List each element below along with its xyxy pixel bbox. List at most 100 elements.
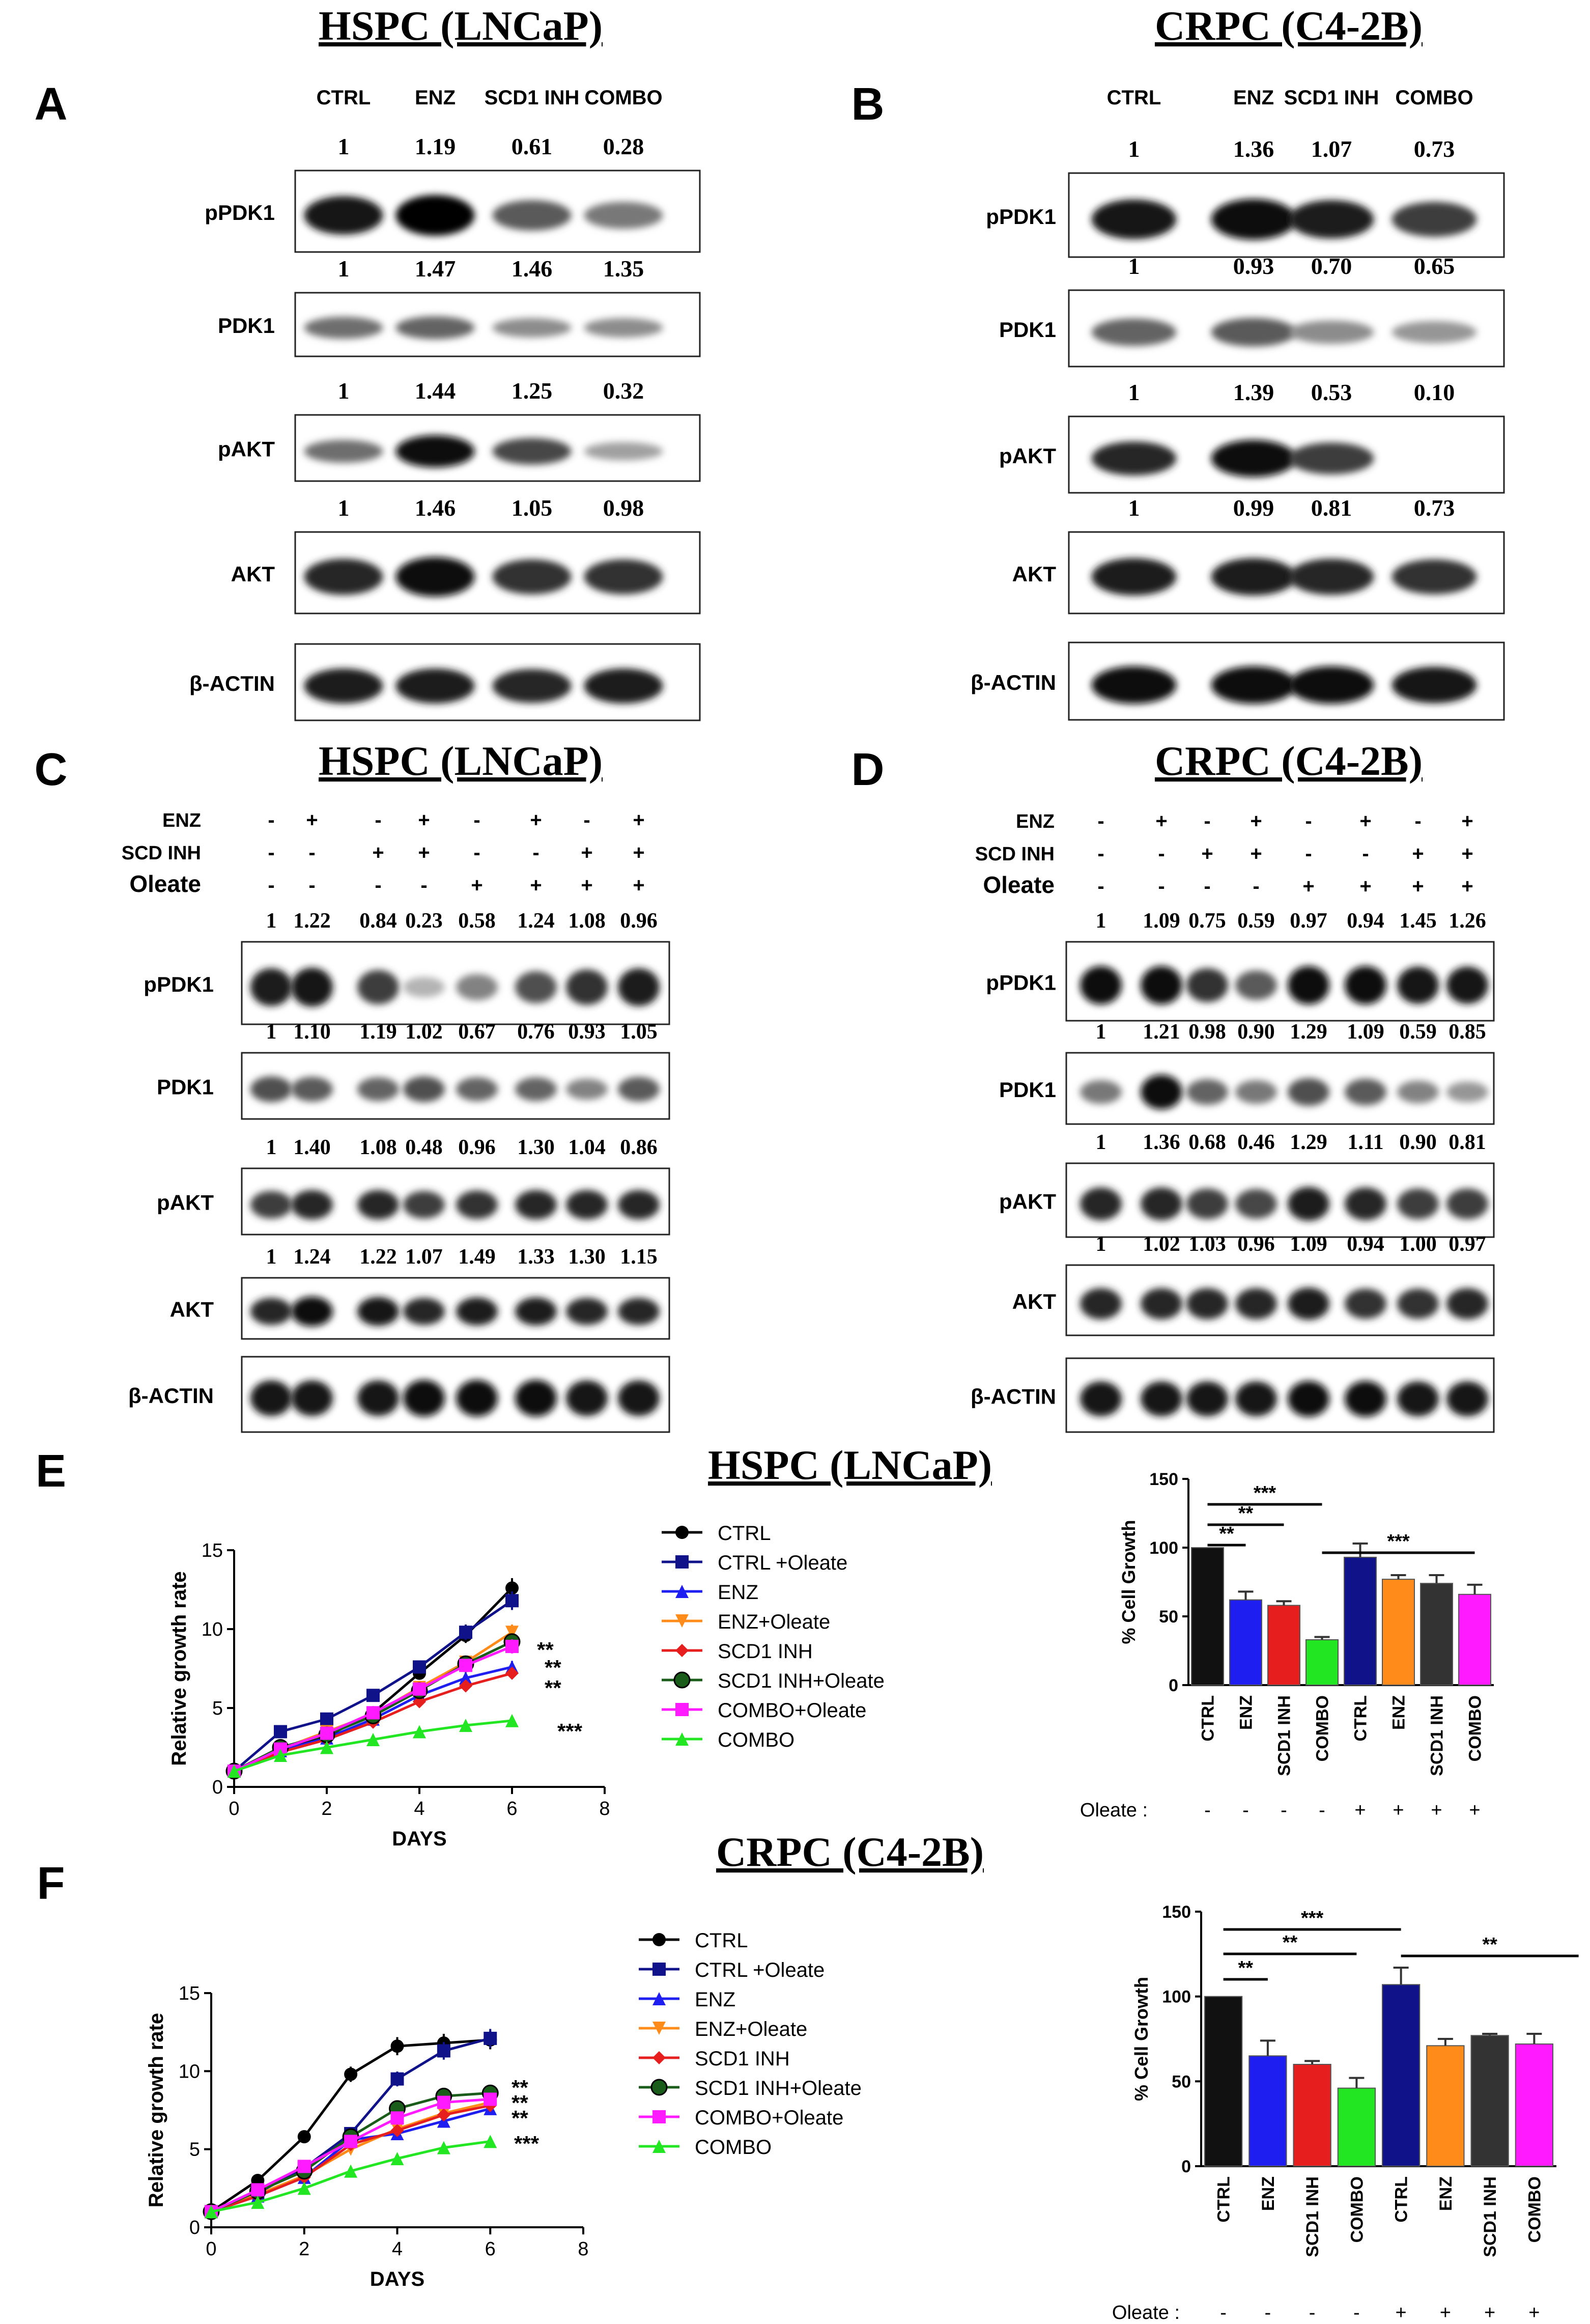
blot-band xyxy=(1446,1288,1488,1320)
condition-sign-C: + xyxy=(581,842,592,864)
panel-letter-D: D xyxy=(851,744,885,795)
blot-band xyxy=(1392,321,1477,344)
category-label: COMBO xyxy=(1347,2176,1367,2243)
data-point xyxy=(366,1706,380,1720)
category-label: COMBO xyxy=(1313,1695,1332,1761)
blot-band xyxy=(1397,966,1439,1004)
quant-value-D: 0.90 xyxy=(1237,1020,1275,1044)
significance-star: ** xyxy=(545,1656,561,1679)
blot-band xyxy=(1345,1381,1386,1417)
blot-label-B: pAKT xyxy=(999,444,1056,468)
bar xyxy=(1381,1984,1421,2167)
blot-band xyxy=(291,1077,333,1102)
quant-value-C: 1.15 xyxy=(620,1245,658,1269)
condition-sign-D: + xyxy=(1201,843,1213,865)
y-axis-label: Relative growth rate xyxy=(168,1571,190,1766)
data-point xyxy=(437,2095,450,2109)
quant-value-A: 1.46 xyxy=(512,256,553,282)
category-label: ENZ xyxy=(1436,2176,1456,2211)
quant-value-D: 1.36 xyxy=(1143,1131,1180,1154)
blot-label-A: PDK1 xyxy=(218,314,275,338)
blot-band xyxy=(1211,440,1296,477)
significance-star: *** xyxy=(1301,1908,1324,1929)
legend-entry: COMBO xyxy=(695,2136,772,2159)
blot-band xyxy=(584,668,663,704)
blot-band xyxy=(291,1380,333,1416)
oleate-label: Oleate : xyxy=(1112,2302,1180,2323)
x-tick-label: 8 xyxy=(578,2238,588,2260)
data-point xyxy=(344,2164,358,2178)
quant-value-D: 0.85 xyxy=(1449,1020,1486,1044)
blot-band xyxy=(357,1077,399,1101)
bar xyxy=(1305,1639,1339,1686)
blot-band xyxy=(1141,966,1182,1004)
blot-band xyxy=(357,1297,399,1326)
significance-star: ** xyxy=(512,2106,528,2130)
quant-value-D: 1.45 xyxy=(1399,909,1437,933)
blot-band xyxy=(515,1190,557,1220)
blot-band xyxy=(1397,1381,1439,1416)
data-point xyxy=(459,1679,472,1693)
blot-band xyxy=(304,558,383,595)
legend-entry: ENZ+Oleate xyxy=(718,1611,830,1633)
quant-value-C: 1.07 xyxy=(405,1245,443,1269)
blot-band xyxy=(1289,558,1374,595)
blot-band xyxy=(1288,1078,1329,1106)
data-point xyxy=(320,1741,333,1754)
bar-chart-F-bar: 0 50 100 150 % Cell Growth CTRL - ENZ - SCD1 INH -… xyxy=(1112,1902,1579,2323)
condition-sign-C: + xyxy=(530,809,542,831)
blot-band xyxy=(1141,1074,1182,1110)
quant-value-B: 1 xyxy=(1128,495,1140,521)
blot-band xyxy=(456,1190,498,1219)
data-point xyxy=(484,2031,497,2045)
blot-band xyxy=(291,967,333,1007)
blot-label-B: pPDK1 xyxy=(986,205,1056,229)
column-header-A: ENZ xyxy=(415,87,456,109)
quant-value-D: 1.00 xyxy=(1399,1233,1437,1256)
quant-value-C: 0.84 xyxy=(359,909,397,933)
y-axis-label: % Cell Growth xyxy=(1118,1520,1139,1644)
bar xyxy=(1293,2064,1331,2167)
quant-value-D: 1.11 xyxy=(1347,1131,1383,1154)
quant-value-A: 1.25 xyxy=(512,378,553,404)
blot-label-D: pPDK1 xyxy=(986,971,1056,995)
category-label: CTRL xyxy=(1199,1695,1218,1742)
condition-sign-C: - xyxy=(375,874,381,897)
x-tick-label: 0 xyxy=(229,1798,239,1819)
quant-value-D: 1 xyxy=(1096,909,1106,933)
column-header-B: ENZ xyxy=(1233,87,1274,109)
blot-band xyxy=(250,968,292,1006)
blot-band xyxy=(1446,966,1488,1004)
quant-value-B: 0.81 xyxy=(1311,495,1352,521)
data-point xyxy=(675,1614,689,1628)
y-tick-label: 15 xyxy=(179,1983,200,2004)
y-tick-label: 15 xyxy=(202,1540,223,1561)
y-tick-label: 10 xyxy=(179,2061,200,2082)
quant-value-A: 1.35 xyxy=(603,256,644,282)
quant-value-A: 0.28 xyxy=(603,133,644,159)
blot-band xyxy=(515,1297,557,1326)
category-label: CTRL xyxy=(1351,1695,1371,1742)
condition-sign-C: - xyxy=(375,809,381,831)
blot-band xyxy=(1211,199,1296,240)
condition-label-D: ENZ xyxy=(1016,811,1055,832)
blot-band xyxy=(618,968,660,1006)
condition-sign-C: + xyxy=(306,809,318,831)
quant-value-A: 1.19 xyxy=(415,133,456,159)
quant-value-B: 1.36 xyxy=(1233,136,1274,162)
blot-band xyxy=(492,669,572,703)
data-point xyxy=(390,2072,404,2086)
condition-sign-D: - xyxy=(1097,843,1104,865)
data-point xyxy=(390,2152,404,2166)
oleate-sign: + xyxy=(1469,1800,1480,1821)
blot-band xyxy=(1392,666,1477,704)
quant-value-D: 1 xyxy=(1096,1233,1106,1256)
quant-value-B: 1.07 xyxy=(1311,136,1352,162)
y-axis-label: % Cell Growth xyxy=(1131,1977,1152,2101)
condition-sign-D: + xyxy=(1461,810,1473,832)
blot-band xyxy=(403,1380,445,1417)
blot-band xyxy=(566,1078,608,1100)
oleate-sign: + xyxy=(1393,1800,1404,1821)
